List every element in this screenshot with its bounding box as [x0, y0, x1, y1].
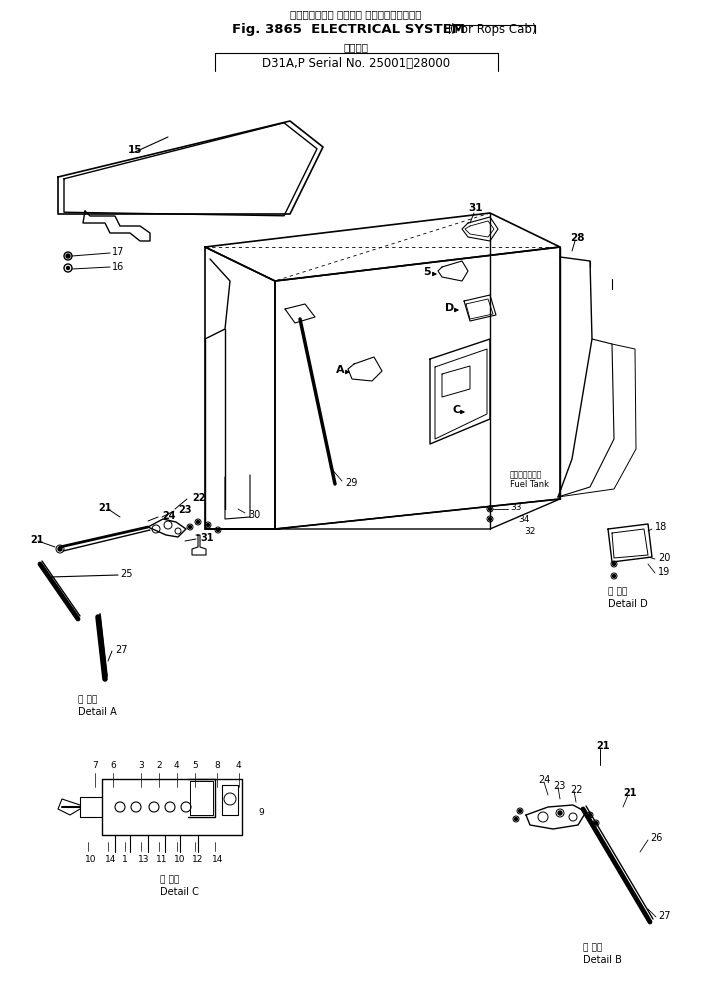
Text: 10: 10	[85, 855, 96, 864]
Text: C: C	[452, 404, 460, 414]
Circle shape	[612, 563, 615, 566]
Circle shape	[188, 526, 192, 528]
Text: 4: 4	[174, 761, 180, 770]
Text: Detail C: Detail C	[160, 886, 199, 896]
Circle shape	[207, 524, 210, 527]
Text: 16: 16	[112, 261, 124, 272]
Text: 31: 31	[200, 532, 213, 542]
Text: エレクトリカル システム （ロプスキャブ用）: エレクトリカル システム （ロプスキャブ用）	[290, 9, 422, 19]
Text: フィエルタンク: フィエルタンク	[510, 470, 543, 479]
Text: 33: 33	[510, 503, 521, 512]
Text: Detail B: Detail B	[583, 954, 622, 964]
Text: 25: 25	[120, 568, 133, 579]
Text: 10: 10	[174, 855, 185, 864]
Text: 27: 27	[115, 644, 128, 655]
Text: (For Rops Cab): (For Rops Cab)	[450, 24, 536, 36]
Text: 21: 21	[623, 787, 637, 798]
Text: 8: 8	[214, 761, 220, 770]
Circle shape	[66, 254, 70, 258]
Text: 適用号機: 適用号機	[344, 42, 369, 52]
Text: 28: 28	[570, 233, 585, 243]
Text: 19: 19	[658, 566, 670, 577]
Text: Ｃ 詳細: Ｃ 詳細	[160, 875, 179, 883]
Text: 7: 7	[92, 761, 98, 770]
Text: 4: 4	[236, 761, 242, 770]
Text: Detail A: Detail A	[78, 706, 117, 716]
Text: 23: 23	[553, 780, 565, 790]
Text: 21: 21	[596, 740, 610, 750]
Text: 22: 22	[192, 492, 205, 503]
Text: 9: 9	[258, 808, 264, 816]
Text: 24: 24	[538, 774, 550, 784]
Text: 11: 11	[156, 855, 168, 864]
Circle shape	[518, 810, 521, 812]
Text: 29: 29	[345, 477, 357, 487]
Circle shape	[488, 518, 491, 521]
Text: 2: 2	[156, 761, 162, 770]
Text: 24: 24	[162, 511, 175, 521]
Circle shape	[558, 811, 562, 815]
Text: 31: 31	[468, 203, 483, 213]
Text: 3: 3	[138, 761, 144, 770]
Text: 13: 13	[138, 855, 150, 864]
Text: 15: 15	[128, 145, 143, 155]
Text: A: A	[336, 365, 344, 375]
Text: Ａ 詳細: Ａ 詳細	[78, 695, 97, 704]
Text: 22: 22	[570, 784, 583, 794]
Circle shape	[595, 821, 597, 824]
Text: Ｂ 詳細: Ｂ 詳細	[583, 943, 602, 951]
Text: 21: 21	[30, 534, 43, 544]
Text: 17: 17	[112, 246, 124, 256]
Text: D31A,P Serial No. 25001～28000: D31A,P Serial No. 25001～28000	[262, 57, 450, 70]
Text: Fig. 3865  ELECTRICAL SYSTEM: Fig. 3865 ELECTRICAL SYSTEM	[232, 24, 465, 36]
Text: 34: 34	[518, 515, 529, 524]
Text: 23: 23	[178, 505, 192, 515]
Text: 6: 6	[110, 761, 116, 770]
Circle shape	[197, 521, 200, 524]
Text: 26: 26	[650, 832, 662, 842]
Text: Ｄ 詳細: Ｄ 詳細	[608, 587, 627, 596]
Text: 32: 32	[524, 527, 535, 536]
Circle shape	[515, 817, 518, 820]
Text: 27: 27	[658, 910, 670, 920]
Text: 21: 21	[98, 503, 111, 513]
Circle shape	[58, 547, 62, 551]
Circle shape	[66, 267, 69, 270]
Circle shape	[217, 528, 220, 532]
Text: D: D	[445, 303, 454, 313]
Text: Detail D: Detail D	[608, 599, 647, 608]
Circle shape	[612, 575, 615, 578]
Text: Fuel Tank: Fuel Tank	[510, 480, 549, 489]
Circle shape	[588, 813, 592, 816]
Circle shape	[488, 508, 491, 511]
Text: 18: 18	[655, 522, 667, 531]
Text: 12: 12	[192, 855, 203, 864]
Text: 30: 30	[248, 510, 260, 520]
Text: 20: 20	[658, 552, 670, 562]
Text: 1: 1	[122, 855, 128, 864]
Text: 5: 5	[423, 267, 431, 277]
Text: 14: 14	[212, 855, 223, 864]
Text: 5: 5	[192, 761, 198, 770]
Text: 14: 14	[105, 855, 116, 864]
